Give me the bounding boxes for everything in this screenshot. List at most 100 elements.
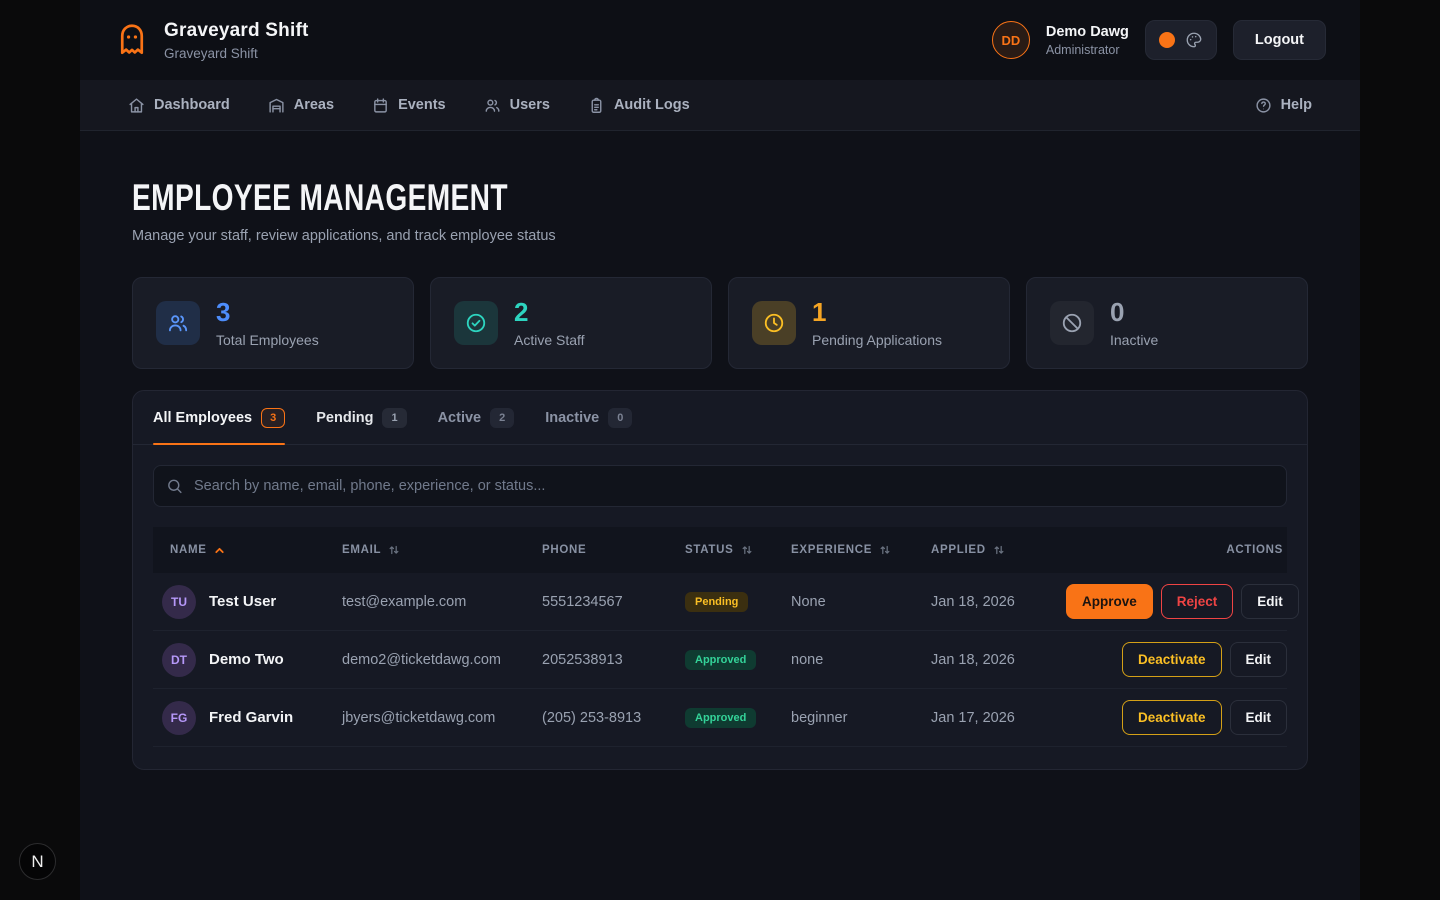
tab-count-badge: 0 [608,407,633,428]
column-label: Email [342,544,382,556]
employee-name: Test User [209,593,277,610]
nav-label: Users [509,97,550,113]
search-input[interactable] [153,465,1287,507]
stat-label: Active Staff [514,331,585,348]
stat-label: Inactive [1110,331,1159,348]
row-avatar: FG [162,700,196,735]
stat-text: 0 Inactive [1110,299,1158,348]
tab-count-badge: 2 [490,407,515,428]
employee-name-cell: TU Test User [153,584,342,619]
stat-card-pending-applications: 1 Pending Applications [728,277,1010,369]
column-header-actions: Actions [1066,544,1287,556]
tab-label: Active [437,409,482,426]
nav-item-audit-logs[interactable]: Audit Logs [588,97,690,114]
brand: Graveyard Shift Graveyard Shift [114,20,309,61]
deactivate-button[interactable]: Deactivate [1121,642,1222,677]
column-label: Phone [542,544,587,556]
employee-applied: Jan 17, 2026 [931,709,1015,726]
users-icon [156,301,200,345]
logout-button[interactable]: Logout [1232,20,1326,60]
brand-text: Graveyard Shift Graveyard Shift [164,20,309,61]
edit-button[interactable]: Edit [1229,642,1287,677]
employee-name-cell: FG Fred Garvin [153,700,342,735]
nav-item-events[interactable]: Events [372,97,446,114]
palette-icon[interactable] [1185,31,1203,49]
tab-inactive[interactable]: Inactive 0 [545,391,633,444]
nextjs-dev-badge[interactable]: N [19,843,56,880]
column-header-name[interactable]: Name [153,544,342,557]
home-icon [129,97,144,113]
column-label: Actions [1226,544,1283,556]
row-actions: Approve Reject Edit [1066,584,1299,619]
page-title: Employee Management [132,177,508,218]
stat-card-active-staff: 2 Active Staff [430,277,712,369]
column-header-experience[interactable]: Experience [791,543,931,557]
row-actions: Deactivate Edit [1066,642,1287,677]
employee-name: Demo Two [209,651,284,668]
row-actions: Deactivate Edit [1066,700,1287,735]
sort-icon [389,545,399,555]
row-avatar: DT [162,642,196,677]
help-icon [1255,97,1271,113]
employee-applied: Jan 18, 2026 [931,593,1015,610]
employee-experience: beginner [791,709,848,726]
app-subtitle: Graveyard Shift [164,45,258,61]
employee-email: demo2@ticketdawg.com [342,651,501,668]
table-row: FG Fred Garvin jbyers@ticketdawg.com (20… [153,689,1287,747]
accent-color-dot[interactable] [1158,32,1175,48]
nav-item-users[interactable]: Users [484,97,550,114]
sort-icon [742,545,751,555]
stat-value: 1 [812,296,827,327]
tab-label: All Employees [153,409,253,426]
column-header-phone[interactable]: Phone [542,544,685,556]
users-icon [485,99,500,112]
employee-applied: Jan 18, 2026 [931,651,1015,668]
tab-pending[interactable]: Pending 1 [316,391,407,444]
tab-count-badge: 1 [382,407,407,428]
user-name: Demo Dawg [1045,23,1129,40]
row-avatar: TU [162,584,196,619]
employee-tabs: All Employees 3 Pending 1 Active 2 Inact… [133,391,1307,445]
warehouse-icon [269,98,284,113]
stat-value: 3 [216,296,231,327]
app-title: Graveyard Shift [164,19,309,41]
nav-label: Events [398,97,446,113]
nav-item-help[interactable]: Help [1255,97,1312,114]
edit-button[interactable]: Edit [1229,700,1287,735]
employees-table: Name Email Phone Status E [153,527,1299,747]
status-badge: Approved [685,707,757,728]
employees-panel: All Employees 3 Pending 1 Active 2 Inact… [132,390,1308,770]
nav-label: Dashboard [154,97,230,113]
calendar-icon [374,97,387,113]
edit-button[interactable]: Edit [1241,584,1299,619]
employee-phone: 2052538913 [542,651,623,668]
tab-label: Inactive [545,409,600,426]
approve-button[interactable]: Approve [1066,584,1153,619]
tab-active[interactable]: Active 2 [438,391,515,444]
check-circle-icon [454,301,498,345]
nav-label: Audit Logs [613,97,690,113]
employee-email: jbyers@ticketdawg.com [342,709,496,726]
employee-name-cell: DT Demo Two [153,642,342,677]
employee-name: Fred Garvin [209,709,294,726]
theme-switcher[interactable] [1144,20,1217,60]
status-badge: Approved [685,649,757,670]
column-header-status[interactable]: Status [685,543,791,557]
column-header-applied[interactable]: Applied [931,543,1066,557]
table-row: TU Test User test@example.com 5551234567… [153,573,1299,631]
tab-all-employees[interactable]: All Employees 3 [153,391,286,445]
stat-text: 1 Pending Applications [812,299,942,348]
stat-text: 3 Total Employees [216,299,319,348]
nav-item-areas[interactable]: Areas [268,97,334,114]
tab-count-badge: 3 [261,407,286,428]
deactivate-button[interactable]: Deactivate [1121,700,1222,735]
chevron-up-icon [215,547,224,553]
nav-item-dashboard[interactable]: Dashboard [128,97,230,114]
column-label: Name [170,544,207,556]
reject-button[interactable]: Reject [1160,584,1234,619]
clipboard-icon [591,97,602,113]
stat-card-inactive: 0 Inactive [1026,277,1308,369]
column-header-email[interactable]: Email [342,543,542,557]
user-role: Administrator [1045,42,1120,57]
status-cell: Pending [685,591,791,612]
